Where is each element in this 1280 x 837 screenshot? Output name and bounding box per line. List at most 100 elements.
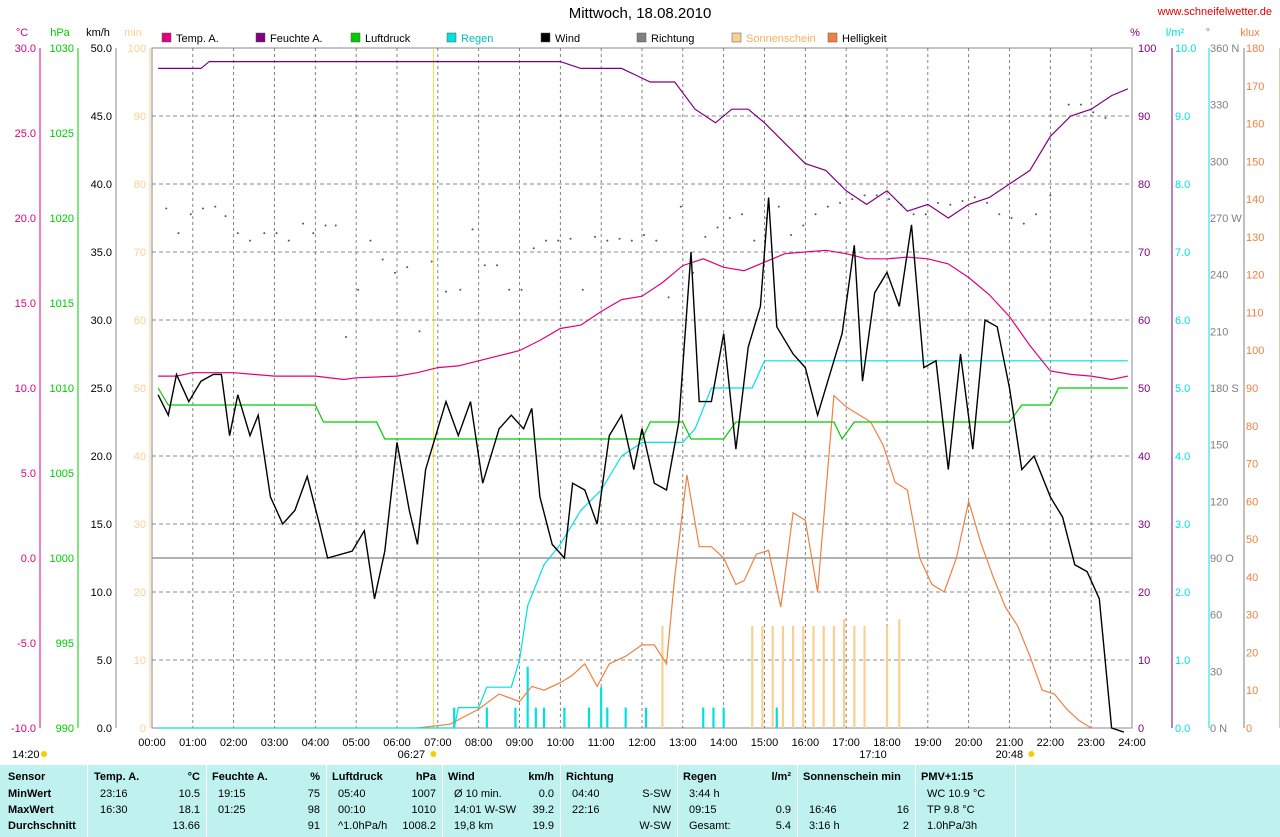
right-axis-unit: ° (1206, 27, 1210, 39)
cell-value: 18.1 (178, 804, 200, 816)
direction-point (569, 237, 572, 240)
direction-point (471, 228, 474, 231)
right-tick-label: 50 (1246, 534, 1258, 546)
cell-value: 75 (307, 788, 320, 800)
left-tick-label: 25.0 (91, 383, 112, 395)
cell-time: 04:40 (572, 788, 600, 800)
direction-point (777, 205, 780, 208)
direction-point (334, 224, 337, 227)
cell-time: 16:30 (100, 804, 128, 816)
x-tick-label: 05:00 (342, 737, 370, 749)
left-tick-label: 5.0 (21, 468, 36, 480)
left-axis-unit: hPa (50, 27, 70, 39)
direction-point (839, 201, 842, 204)
x-tick-label: 02:00 (220, 737, 248, 749)
direction-point (520, 288, 523, 291)
legend-swatch (827, 32, 838, 43)
direction-point (236, 232, 239, 235)
direction-point (973, 196, 976, 199)
right-tick-label: 50 (1138, 383, 1150, 395)
direction-point (704, 235, 707, 238)
right-tick-label: 10 (1246, 685, 1258, 697)
right-tick-label: 100 (1138, 43, 1156, 55)
direction-point (557, 239, 560, 242)
left-tick-label: 1015 (50, 298, 74, 310)
right-tick-label: 20 (1246, 647, 1258, 659)
right-tick-label: 130 (1246, 232, 1264, 244)
legend-label: Richtung (651, 33, 694, 45)
left-tick-label: 90 (134, 111, 146, 123)
right-tick-label: 40 (1246, 572, 1258, 584)
series-line-feuchte-a (158, 60, 1129, 219)
direction-point (177, 232, 180, 235)
direction-point (851, 198, 854, 201)
cell-time: 22:16 (572, 804, 600, 816)
column-unit: l/m² (771, 771, 791, 783)
right-tick-label: 150 (1210, 440, 1228, 452)
left-tick-label: 45.0 (91, 111, 112, 123)
right-axis-unit: l/m² (1166, 27, 1185, 39)
cell-time: 01:25 (218, 804, 246, 816)
direction-point (1104, 116, 1107, 119)
direction-point (961, 200, 964, 202)
series-line-regen (158, 360, 1128, 729)
left-tick-label: 25.0 (15, 128, 36, 140)
x-tick-label: 23:00 (1077, 737, 1105, 749)
cell-value: 16 (896, 804, 909, 816)
direction-point (287, 239, 290, 242)
x-tick-label: 12:00 (628, 737, 656, 749)
direction-point (189, 213, 192, 216)
direction-point (655, 239, 658, 242)
left-tick-label: 1010 (50, 383, 74, 395)
prev-time-label: 14:20 (12, 749, 40, 761)
left-tick-label: 70 (134, 247, 146, 259)
left-tick-label: 1020 (50, 213, 74, 225)
right-tick-label: 60 (1210, 610, 1222, 622)
column-unit: km/h (528, 771, 554, 783)
direction-point (202, 207, 205, 210)
left-tick-label: 10.0 (91, 587, 112, 599)
column-unit: hPa (415, 771, 436, 783)
right-tick-label: 0 (1246, 723, 1252, 735)
direction-point (679, 205, 682, 208)
legend-label: Sonnenschein (746, 33, 816, 45)
direction-point (630, 239, 633, 242)
direction-point (496, 264, 499, 267)
x-tick-label: 04:00 (302, 737, 330, 749)
x-tick-label: 20:00 (955, 737, 983, 749)
right-tick-label: 120 (1246, 270, 1264, 282)
direction-point (802, 224, 805, 227)
direction-point (1022, 222, 1025, 225)
direction-point (483, 264, 486, 267)
left-tick-label: 80 (134, 179, 146, 191)
direction-point (545, 239, 548, 242)
direction-point (790, 234, 793, 236)
right-tick-label: 240 (1210, 270, 1228, 282)
site-link[interactable]: www.schneifelwetter.de (1157, 6, 1272, 18)
left-tick-label: 40 (134, 451, 146, 463)
left-tick-label: 50 (134, 383, 146, 395)
x-tick-label: 11:00 (588, 737, 615, 749)
left-tick-label: -10.0 (11, 723, 36, 735)
x-tick-label: 06:00 (383, 737, 411, 749)
direction-point (949, 203, 952, 206)
x-tick-label: 17:00 (832, 737, 860, 749)
left-tick-label: 15.0 (15, 298, 36, 310)
direction-point (826, 205, 829, 208)
direction-point (986, 201, 989, 204)
direction-point (728, 217, 731, 219)
right-tick-label: 80 (1246, 421, 1258, 433)
legend-label: Wind (555, 33, 580, 45)
sunrise-icon (430, 751, 437, 757)
cell-value: 0.9 (775, 804, 791, 816)
right-tick-label: 140 (1246, 194, 1264, 206)
cell-value: 1010 (411, 804, 436, 816)
prev-time-icon (41, 751, 47, 757)
cell-value: 2 (902, 820, 909, 832)
cell-value: 0.0 (538, 788, 554, 800)
chart-title: Mittwoch, 18.08.2010 (568, 5, 712, 22)
left-tick-label: 60 (134, 315, 146, 327)
direction-point (863, 194, 866, 197)
left-tick-label: 995 (56, 638, 74, 650)
cell-value: W-SW (639, 820, 671, 832)
